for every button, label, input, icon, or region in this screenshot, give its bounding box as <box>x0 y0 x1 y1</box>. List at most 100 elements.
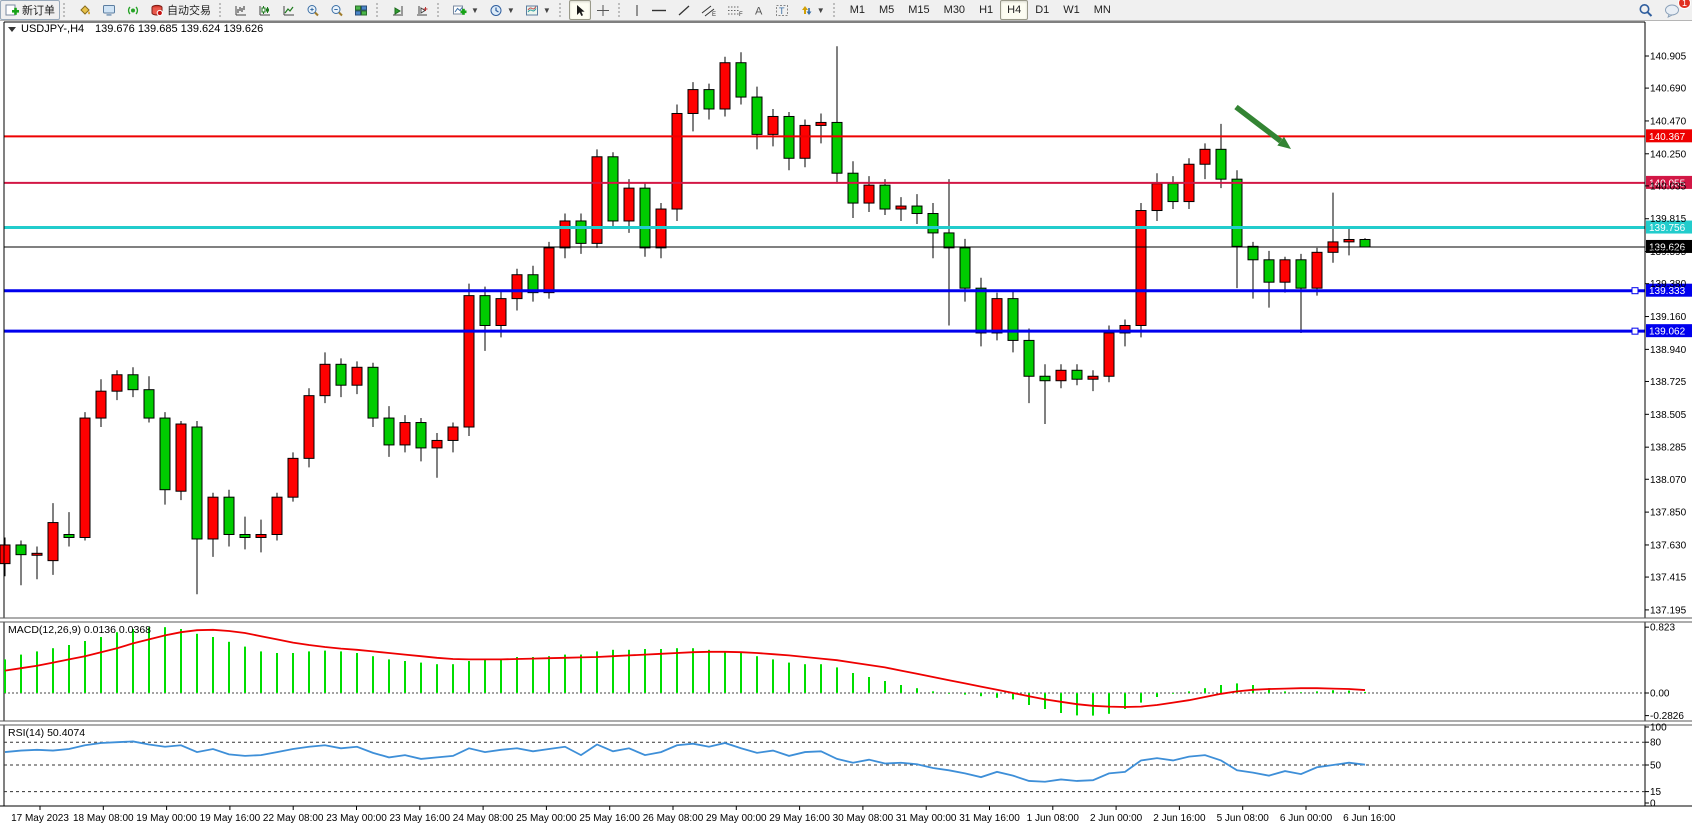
price-tick-label: 140.690 <box>1650 84 1687 95</box>
signal-icon <box>126 4 140 17</box>
timeframe-h4-button[interactable]: H4 <box>1000 0 1029 20</box>
line-chart-button[interactable] <box>277 0 301 20</box>
auto-scroll-icon <box>391 4 405 17</box>
candle-up <box>863 184 875 204</box>
price-tag <box>1646 239 1692 253</box>
chart-shift-icon <box>415 4 429 17</box>
price-tick-label: 139.595 <box>1650 247 1687 258</box>
candle-down <box>911 205 923 215</box>
chevron-down-icon: ▼ <box>471 5 479 15</box>
search-button[interactable] <box>1633 0 1659 20</box>
text-icon: A <box>753 4 765 17</box>
chart-shift-button[interactable] <box>410 0 434 20</box>
horizontal-line-tool-button[interactable] <box>646 0 672 20</box>
timeframe-d1-button[interactable]: D1 <box>1035 4 1050 16</box>
label-tool-button[interactable]: T <box>770 0 794 20</box>
chart-background <box>0 20 1692 833</box>
text-label-icon: T <box>775 4 789 17</box>
date-label: 31 May 16:00 <box>959 813 1020 824</box>
candle-down <box>367 366 379 419</box>
candle-up <box>175 423 187 492</box>
candle-down <box>575 220 587 244</box>
arrows-icon <box>799 4 813 17</box>
chat-bubble-icon <box>1664 3 1681 18</box>
sound-button[interactable] <box>121 0 145 20</box>
cursor-tool-button[interactable] <box>568 0 591 20</box>
fibonacci-tool-button[interactable]: F <box>722 0 748 20</box>
svg-text:F: F <box>739 12 743 17</box>
timeframe-m15-button[interactable]: M15 <box>908 4 930 16</box>
date-label: 19 May 16:00 <box>200 813 261 824</box>
arrows-tool-button[interactable]: ▼ <box>794 0 830 20</box>
candle-up <box>1199 148 1211 165</box>
candle-up <box>351 366 363 386</box>
price-tag <box>1646 283 1692 297</box>
price-tag-label: 139.756 <box>1649 223 1686 234</box>
candle-up <box>399 422 411 446</box>
auto-scroll-button[interactable] <box>386 0 410 20</box>
terminal-button[interactable] <box>97 0 121 20</box>
autotrading-button[interactable]: 自动交易 <box>145 0 216 20</box>
tile-windows-button[interactable] <box>349 0 373 20</box>
candle-up <box>815 121 827 126</box>
timeframe-h1-button[interactable]: H1 <box>979 4 994 16</box>
chat-button[interactable]: 1 <box>1659 0 1691 20</box>
templates-button[interactable]: ▼ <box>520 0 556 20</box>
timeframe-mn-button[interactable]: MN <box>1093 4 1111 16</box>
vertical-line-tool-button[interactable] <box>628 0 646 20</box>
line-handle[interactable] <box>1631 327 1639 335</box>
date-label: 22 May 08:00 <box>263 813 324 824</box>
candle-up <box>671 112 683 210</box>
candlestick-button[interactable] <box>253 0 277 20</box>
candle-down <box>751 96 763 135</box>
new-order-button[interactable]: 新订单 <box>0 0 60 20</box>
chevron-down-icon: ▼ <box>542 5 551 15</box>
symbol-dropdown-icon[interactable] <box>8 27 16 32</box>
candle-up <box>895 205 907 210</box>
trendline-tool-button[interactable] <box>672 0 696 20</box>
toolbar-grip <box>219 3 226 17</box>
line-handle[interactable] <box>1631 287 1639 295</box>
candle-down <box>527 274 539 294</box>
timeframe-m30-button[interactable]: M30 <box>943 4 966 16</box>
candle-up <box>447 426 459 441</box>
crosshair-tool-button[interactable] <box>591 0 615 20</box>
text-tool-button[interactable]: A <box>748 0 770 20</box>
zoom-out-button[interactable] <box>325 0 349 20</box>
price-tag-label: 140.367 <box>1649 132 1686 143</box>
styles-button[interactable] <box>73 0 97 20</box>
candle-down <box>143 389 155 419</box>
candle-up <box>47 522 59 562</box>
date-label: 17 May 2023 <box>11 813 69 824</box>
zoom-in-button[interactable] <box>301 0 325 20</box>
candle-down <box>959 247 971 289</box>
trend-arrow-annotation[interactable] <box>1234 104 1291 149</box>
date-label: 18 May 08:00 <box>73 813 134 824</box>
macd-axis-label: 0.823 <box>1650 623 1675 634</box>
date-label: 2 Jun 16:00 <box>1153 813 1206 824</box>
candle-up <box>319 363 331 397</box>
price-tick-label: 139.815 <box>1650 214 1687 225</box>
timeframe-m1-button[interactable]: M1 <box>849 4 865 16</box>
candle-down <box>63 534 75 538</box>
date-label: 26 May 08:00 <box>643 813 704 824</box>
candle-down <box>1007 298 1019 341</box>
periods-button[interactable]: ▼ <box>484 0 520 20</box>
candle-down <box>415 422 427 449</box>
candle-down <box>975 287 987 334</box>
bar-chart-button[interactable] <box>229 0 253 20</box>
timeframe-m5-button[interactable]: M5 <box>878 4 895 16</box>
candle-down <box>1359 238 1371 248</box>
panel-separator[interactable] <box>0 618 1692 622</box>
timeframe-w1-button[interactable]: W1 <box>1063 4 1080 16</box>
panel-separator[interactable] <box>0 721 1692 725</box>
indicators-button[interactable]: ▼ <box>447 0 484 20</box>
channel-tool-button[interactable]: E <box>696 0 722 20</box>
price-tick-label: 138.940 <box>1650 345 1687 356</box>
price-tag <box>1646 324 1692 338</box>
toolbar-grip <box>63 3 70 17</box>
new-order-label: 新订单 <box>22 5 55 17</box>
candle-up <box>79 417 91 538</box>
rsi-axis-label: 50 <box>1650 761 1662 772</box>
clock-icon <box>489 4 503 17</box>
